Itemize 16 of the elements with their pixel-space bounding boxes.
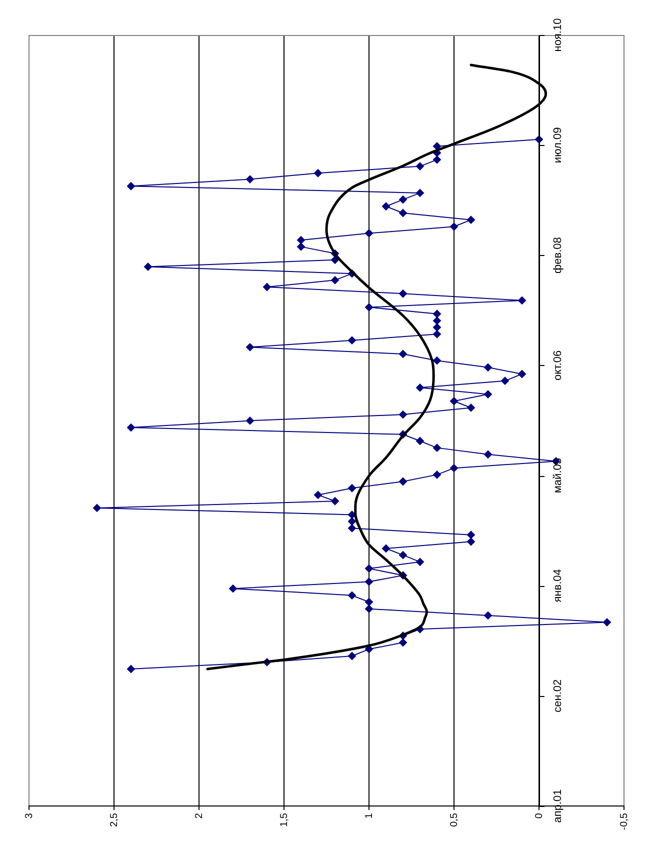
y-tick-label: янв.04: [552, 569, 564, 602]
y-tick-label: фев.08: [552, 237, 564, 274]
x-tick-label: 2,5: [108, 812, 120, 827]
x-tick-label: 2: [194, 812, 205, 819]
y-tick-label: ноя.10: [552, 18, 564, 52]
x-tick-label: 1,5: [278, 812, 290, 827]
y-tick-label: июл.09: [552, 127, 564, 164]
x-tick-label: 3: [24, 812, 35, 819]
y-tick-label: май.05: [552, 458, 564, 494]
x-tick-label: -0,5: [618, 812, 630, 830]
y-tick-label: апр.01: [552, 789, 564, 823]
y-tick-label: сен.02: [552, 679, 564, 712]
x-tick-label: 0,5: [448, 812, 460, 827]
x-tick-label: 1: [364, 812, 375, 819]
x-tick-label: 0: [534, 812, 545, 819]
y-tick-label: окт.06: [552, 350, 564, 381]
